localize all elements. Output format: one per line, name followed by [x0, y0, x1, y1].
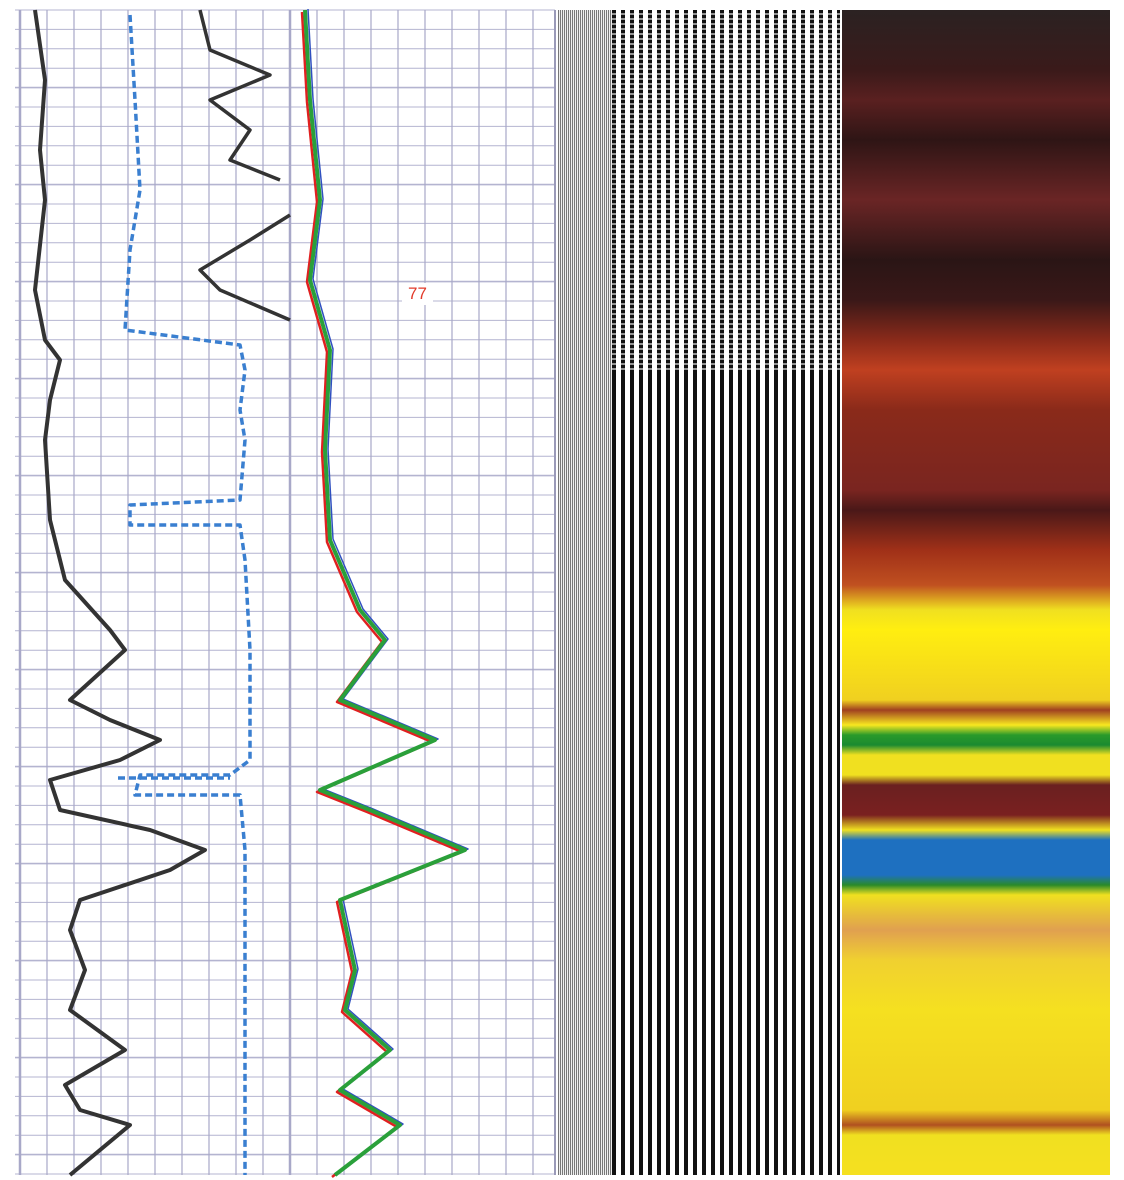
blue-curve	[307, 8, 469, 1175]
resistivity-curve	[198, 9, 281, 182]
gamma-curve	[33, 9, 207, 1177]
color-image-log	[842, 10, 1110, 1175]
wiggle-panel-lower	[612, 370, 840, 1175]
depth-label: 77	[402, 283, 433, 305]
resistivity-curve	[198, 213, 291, 322]
grey-strip	[558, 10, 612, 1175]
log-track	[15, 8, 556, 1178]
wiggle-panel-upper	[612, 10, 840, 370]
green-curve	[303, 9, 467, 1177]
step-curve	[123, 14, 252, 1175]
red-curve	[300, 11, 464, 1178]
